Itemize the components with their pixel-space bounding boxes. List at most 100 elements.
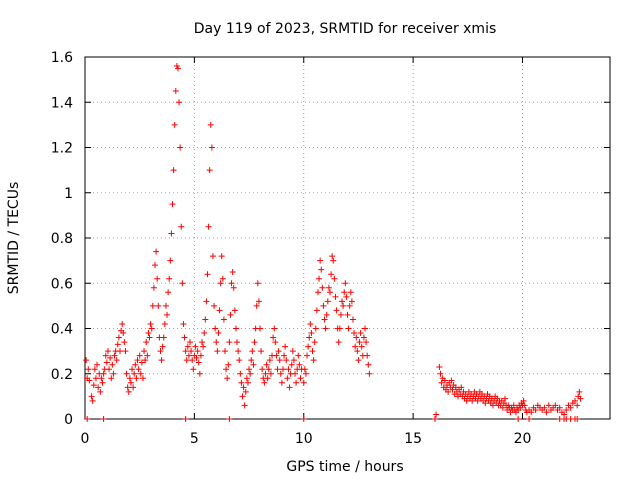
data-point xyxy=(283,357,290,364)
data-point xyxy=(100,370,107,377)
data-point xyxy=(281,352,288,359)
data-point xyxy=(297,375,304,382)
data-point xyxy=(165,289,172,296)
data-point xyxy=(274,366,281,373)
data-point xyxy=(226,339,233,346)
data-point xyxy=(216,307,223,314)
data-point xyxy=(207,121,214,128)
data-point xyxy=(131,370,138,377)
data-point xyxy=(239,393,246,400)
y-tick-label: 0.2 xyxy=(51,367,73,383)
data-point xyxy=(232,325,239,332)
data-point xyxy=(432,416,438,422)
data-point xyxy=(258,348,265,355)
data-point xyxy=(236,357,243,364)
data-point xyxy=(278,379,285,386)
data-point xyxy=(499,404,506,411)
data-point xyxy=(310,357,317,364)
data-point xyxy=(225,361,232,368)
data-point xyxy=(219,275,226,282)
data-point xyxy=(449,386,456,393)
data-point xyxy=(261,379,268,386)
data-point xyxy=(217,280,224,287)
data-point xyxy=(129,366,136,373)
data-point xyxy=(262,370,269,377)
data-point xyxy=(520,397,527,404)
data-point xyxy=(574,416,581,422)
data-point xyxy=(316,275,323,282)
data-point xyxy=(309,348,316,355)
data-point xyxy=(342,280,349,287)
data-point xyxy=(164,311,171,318)
data-point xyxy=(448,377,455,384)
data-point xyxy=(234,339,241,346)
data-point xyxy=(574,402,581,409)
data-point xyxy=(250,361,257,368)
data-point xyxy=(100,416,107,422)
data-point xyxy=(203,298,210,305)
data-point xyxy=(437,370,444,377)
y-tick-label: 1.6 xyxy=(51,50,73,66)
data-point xyxy=(300,379,307,386)
data-point xyxy=(160,334,167,341)
data-point xyxy=(229,268,236,275)
data-point xyxy=(502,395,508,402)
data-point xyxy=(98,375,105,382)
data-point xyxy=(226,416,233,422)
y-tick-label: 0 xyxy=(64,412,73,428)
data-point xyxy=(313,307,320,314)
data-point xyxy=(270,334,277,341)
data-point xyxy=(184,343,191,350)
data-point xyxy=(107,354,114,361)
data-point xyxy=(179,280,186,287)
data-point xyxy=(563,406,570,413)
data-point xyxy=(148,325,155,332)
data-point xyxy=(114,341,121,348)
data-point xyxy=(301,366,308,373)
data-point xyxy=(306,334,313,341)
data-point xyxy=(231,307,238,314)
data-point xyxy=(155,302,162,309)
data-point xyxy=(171,121,178,128)
data-point xyxy=(220,316,227,323)
data-point xyxy=(108,375,115,382)
x-tick-label: 20 xyxy=(514,431,532,447)
data-point xyxy=(139,375,146,382)
data-point xyxy=(339,298,346,305)
data-point xyxy=(474,397,481,404)
data-point xyxy=(266,357,273,364)
data-point xyxy=(543,409,550,416)
data-point xyxy=(576,388,583,395)
data-point xyxy=(213,339,220,346)
data-point xyxy=(515,416,522,422)
data-point xyxy=(174,65,181,72)
data-point xyxy=(170,167,177,174)
data-point xyxy=(237,370,244,377)
data-point xyxy=(277,370,284,377)
data-point xyxy=(183,357,190,364)
x-axis-title: GPS time / hours xyxy=(286,459,403,475)
data-point xyxy=(211,302,218,309)
data-point xyxy=(482,400,489,407)
data-point xyxy=(142,357,149,364)
data-point xyxy=(349,316,356,323)
axis-ticks: 0 5 10 15 20 0 0.2 0.4 0.6 0.8 1 1.2 1.4 1.6 xyxy=(51,50,610,447)
data-point xyxy=(137,370,144,377)
data-point xyxy=(154,275,161,282)
data-point xyxy=(356,339,363,346)
data-point xyxy=(275,348,282,355)
data-point xyxy=(362,325,368,332)
data-point xyxy=(320,302,327,309)
data-point xyxy=(119,320,126,327)
data-point xyxy=(528,409,535,416)
data-point xyxy=(136,352,143,359)
data-point xyxy=(102,352,109,359)
data-point xyxy=(106,366,113,373)
data-point xyxy=(150,284,157,291)
data-point xyxy=(166,275,173,282)
x-tick-label: 5 xyxy=(190,431,199,447)
data-point xyxy=(110,370,117,377)
data-point xyxy=(344,311,351,318)
data-point xyxy=(438,379,445,386)
data-point xyxy=(343,293,350,300)
